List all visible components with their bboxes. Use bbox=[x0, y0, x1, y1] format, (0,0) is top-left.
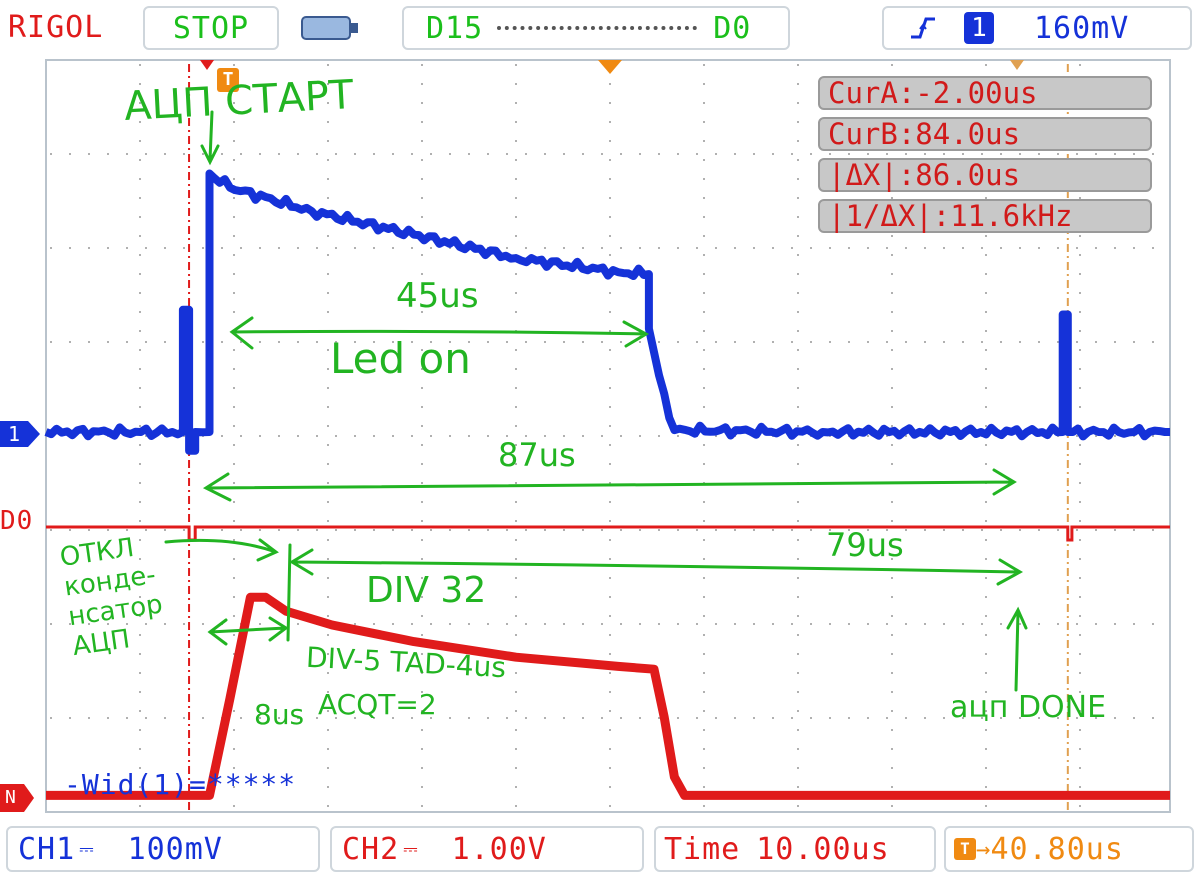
trigger-offset-icon: T bbox=[954, 838, 976, 860]
trigger-offset-arrow-icon: → bbox=[976, 835, 991, 863]
arrow-led-on bbox=[229, 316, 650, 350]
note-div32: DIV 32 bbox=[366, 570, 487, 611]
width-measurement: -Wid(1)=***** bbox=[64, 768, 297, 801]
run-state-label: STOP bbox=[172, 10, 250, 46]
trigger-edge-icon bbox=[908, 13, 938, 43]
arrow-87us bbox=[202, 468, 1017, 502]
ch2-scale: 1.00V bbox=[451, 831, 547, 867]
annotation-arrows bbox=[164, 110, 1028, 692]
cursor-a-marker[interactable] bbox=[200, 60, 214, 70]
timebase-button[interactable]: Time 10.00us bbox=[654, 826, 936, 872]
run-state-button[interactable]: STOP bbox=[143, 6, 279, 50]
note-acqt: ACQT=2 bbox=[318, 688, 437, 721]
note-79us: 79us bbox=[826, 526, 904, 564]
ch1-label: CH1 bbox=[18, 831, 76, 867]
ch2-marker-label: N bbox=[5, 787, 16, 808]
dc-coupling-icon: ⎓ bbox=[79, 838, 94, 860]
trigger-offset: 40.80us bbox=[990, 831, 1124, 867]
trigger-level: 160mV bbox=[1034, 10, 1130, 46]
ch2-marker[interactable]: N bbox=[0, 784, 34, 812]
trigger-channel-badge: 1 bbox=[964, 12, 994, 44]
ch1-scale-button[interactable]: CH1 ⎓ 100mV bbox=[6, 826, 320, 872]
time-scale: 10.00us bbox=[756, 831, 890, 867]
arrow-8us bbox=[207, 616, 289, 646]
note-adc-done: ацп DONE bbox=[950, 690, 1107, 725]
ch2-label: CH2 bbox=[342, 831, 400, 867]
delta-x-readout: |ΔX|:86.0us bbox=[818, 158, 1152, 192]
note-45us: 45us bbox=[396, 276, 479, 316]
series-d0 bbox=[46, 525, 1170, 542]
top-status-bar: RIGOL STOP D15 D0 1 160mV bbox=[0, 0, 1200, 56]
trigger-position-marker[interactable]: T bbox=[217, 68, 239, 92]
note-8us: 8us bbox=[254, 698, 305, 731]
arrow-cap-off bbox=[164, 538, 279, 562]
ch1-scale: 100mV bbox=[127, 831, 223, 867]
ch1-marker-label: 1 bbox=[8, 422, 21, 446]
series-ch1 bbox=[44, 169, 1170, 455]
mark-adc-sample bbox=[286, 543, 292, 642]
digital-range-dots bbox=[497, 26, 698, 30]
battery-icon bbox=[300, 14, 360, 42]
trigger-position-label: T bbox=[222, 69, 234, 90]
arrow-adc-start bbox=[200, 110, 220, 166]
d0-marker[interactable]: D0 bbox=[0, 506, 34, 536]
note-led-on: Led on bbox=[330, 334, 471, 383]
series-ch2 bbox=[46, 592, 1170, 800]
cursor-b-marker[interactable] bbox=[1010, 60, 1024, 70]
grid bbox=[50, 64, 1154, 807]
digital-channel-range[interactable]: D15 D0 bbox=[402, 6, 790, 50]
digital-range-start: D15 bbox=[426, 10, 484, 46]
cursor-b-readout: CurB:84.0us bbox=[818, 117, 1152, 151]
inverse-delta-x-readout: |1/ΔX|:11.6kHz bbox=[818, 199, 1152, 233]
cursor-a-readout: CurA:-2.00us bbox=[818, 76, 1152, 110]
dc-coupling-icon-ch2: ⎓ bbox=[403, 838, 418, 860]
digital-range-end: D0 bbox=[713, 10, 752, 46]
note-87us: 87us bbox=[498, 436, 576, 474]
trigger-status[interactable]: 1 160mV bbox=[882, 6, 1192, 50]
arrow-79us bbox=[289, 548, 1024, 586]
trigger-offset-button[interactable]: T → 40.80us bbox=[944, 826, 1194, 872]
ch2-scale-button[interactable]: CH2 ⎓ 1.00V bbox=[330, 826, 644, 872]
ch1-marker[interactable]: 1 bbox=[0, 421, 40, 447]
time-label: Time bbox=[664, 831, 741, 867]
note-cap-off: ОТКЛ конде- нсатор АЦП bbox=[58, 532, 165, 663]
bottom-status-bar: CH1 ⎓ 100mV CH2 ⎓ 1.00V Time 10.00us T →… bbox=[0, 822, 1200, 878]
trigger-time-marker[interactable] bbox=[598, 60, 622, 74]
brand-label: RIGOL bbox=[8, 10, 104, 45]
arrow-adc-done bbox=[1006, 606, 1028, 692]
